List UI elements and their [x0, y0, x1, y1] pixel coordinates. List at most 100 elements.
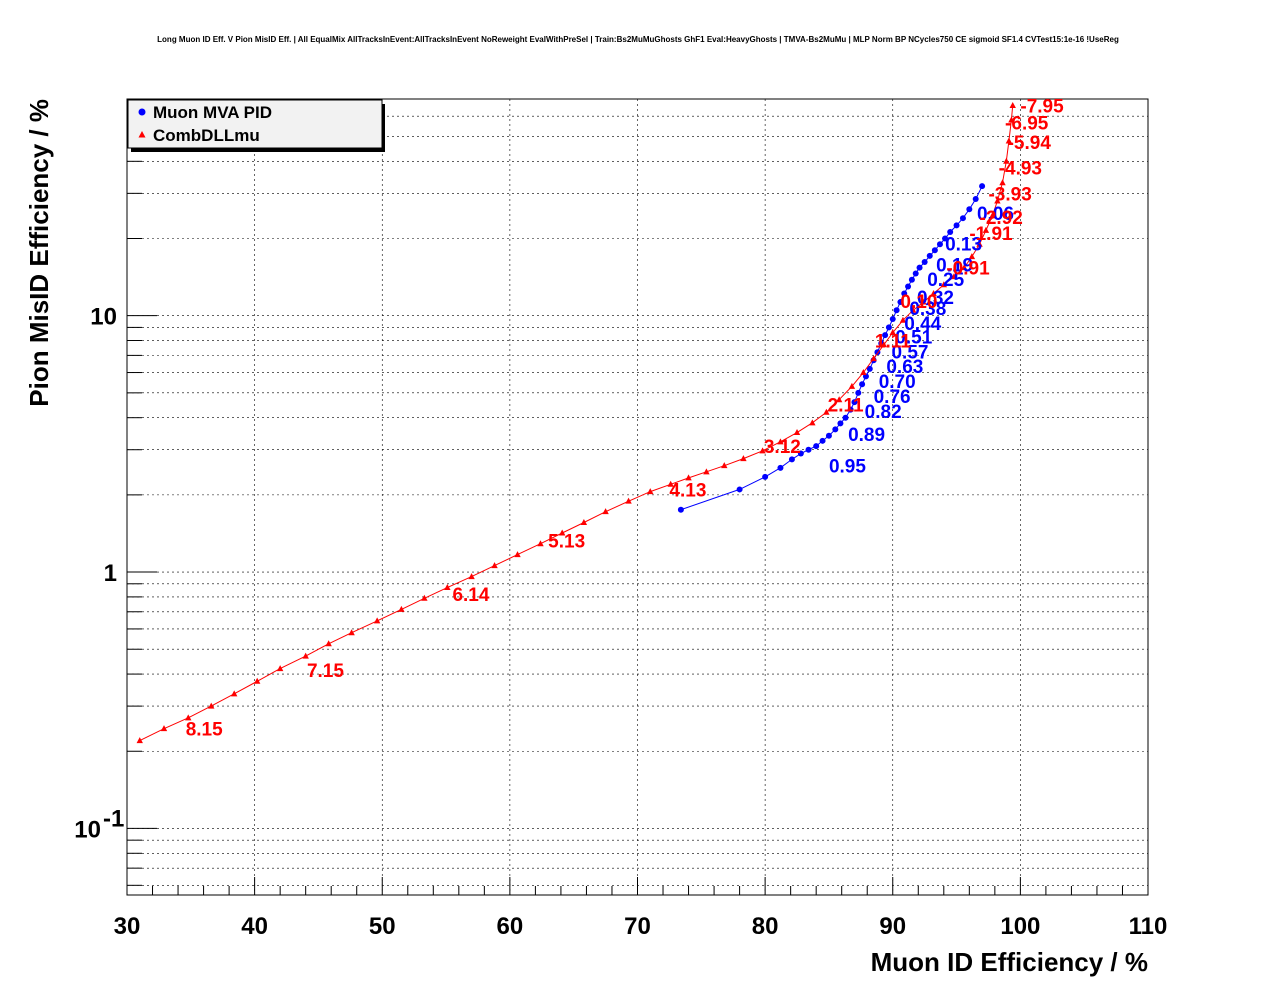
data-point-combdllmu	[348, 629, 355, 636]
data-point-muon-mva	[832, 426, 839, 433]
y-tick-label: 1	[104, 560, 117, 587]
point-label-combdllmu: 2.11	[828, 396, 864, 417]
data-point-muon-mva	[936, 241, 943, 248]
point-label-muon-mva: 0.63	[886, 357, 923, 378]
data-point-combdllmu	[667, 480, 674, 487]
data-point-combdllmu	[994, 197, 1001, 204]
data-point-muon-mva	[908, 276, 915, 283]
data-point-combdllmu	[421, 594, 428, 601]
point-label-combdllmu: -2.92	[980, 208, 1023, 229]
data-point-muon-mva	[825, 432, 832, 439]
point-label-muon-mva: 0.95	[829, 457, 866, 478]
x-tick-label: 70	[624, 913, 651, 940]
data-point-muon-mva	[897, 299, 904, 306]
legend-label-muon-mva: Muon MVA PID	[153, 103, 272, 122]
data-point-combdllmu	[514, 551, 521, 558]
data-point-muon-mva	[959, 215, 966, 222]
legend-label-combdllmu: CombDLLmu	[153, 126, 260, 145]
data-point-muon-mva	[912, 270, 919, 277]
data-point-combdllmu	[982, 226, 990, 233]
data-point-combdllmu	[559, 529, 566, 536]
data-point-muon-mva	[847, 406, 854, 413]
point-label-combdllmu: 4.13	[669, 480, 706, 501]
point-label-combdllmu: -6.95	[1005, 113, 1049, 134]
data-point-muon-mva	[901, 290, 908, 297]
data-point-combdllmu	[444, 584, 451, 591]
point-label-muon-mva: 0.19	[936, 256, 973, 277]
data-point-combdllmu	[1009, 102, 1016, 109]
data-point-combdllmu	[940, 281, 947, 288]
point-label-combdllmu: -0.91	[946, 259, 990, 280]
data-point-combdllmu	[961, 264, 968, 271]
point-label-muon-mva: 0.44	[904, 314, 941, 335]
data-point-combdllmu	[491, 562, 498, 569]
point-label-muon-mva: 0.38	[909, 299, 946, 320]
data-point-combdllmu	[468, 573, 475, 580]
y-axis-title: Pion MisID Efficiency / %	[24, 99, 54, 407]
data-point-muon-mva	[921, 258, 928, 265]
data-point-combdllmu	[625, 497, 632, 504]
legend-marker-combdllmu	[138, 131, 146, 138]
x-tick-label: 40	[241, 913, 268, 940]
data-point-combdllmu	[899, 316, 907, 323]
data-point-muon-mva	[916, 264, 923, 271]
data-point-combdllmu	[136, 737, 143, 744]
point-label-muon-mva: 0.25	[927, 270, 964, 291]
point-label-combdllmu: -1.91	[969, 224, 1013, 245]
data-point-combdllmu	[231, 690, 238, 697]
data-point-muon-mva	[885, 324, 892, 331]
x-tick-label: 90	[879, 913, 906, 940]
data-point-combdllmu	[1005, 137, 1013, 144]
data-point-combdllmu	[253, 677, 261, 684]
data-point-muon-mva	[979, 183, 986, 190]
chart-title: Long Muon ID Eff. V Pion MisID Eff. | Al…	[157, 35, 1119, 44]
data-point-combdllmu	[930, 290, 937, 297]
series-line-combdllmu	[139, 105, 1014, 742]
data-point-muon-mva	[762, 473, 769, 480]
legend-marker-muon-mva	[138, 108, 146, 116]
data-point-muon-mva	[972, 196, 979, 203]
data-point-muon-mva	[893, 307, 900, 314]
data-point-combdllmu	[889, 328, 896, 335]
data-point-combdllmu	[777, 438, 784, 445]
point-label-combdllmu: 3.12	[764, 437, 801, 458]
data-point-combdllmu	[999, 179, 1006, 186]
y-tick-label: 10	[90, 304, 117, 331]
data-point-combdllmu	[160, 725, 168, 732]
point-label-combdllmu: -4.93	[999, 159, 1042, 180]
data-point-muon-mva	[819, 437, 826, 444]
y-tick-exponent: -1	[103, 805, 124, 832]
data-point-combdllmu	[685, 474, 692, 481]
series-layer	[136, 102, 1016, 744]
data-point-combdllmu	[793, 429, 801, 436]
data-point-combdllmu	[703, 468, 710, 475]
data-point-combdllmu	[602, 508, 609, 515]
data-point-combdllmu	[860, 369, 867, 376]
point-label-muon-mva: 0.06	[977, 204, 1014, 225]
data-point-combdllmu	[537, 540, 544, 547]
data-point-combdllmu	[398, 605, 405, 612]
x-tick-label: 30	[114, 913, 141, 940]
data-point-muon-mva	[837, 420, 844, 427]
x-tick-label: 50	[369, 913, 396, 940]
data-point-muon-mva	[777, 464, 784, 471]
data-point-muon-mva	[966, 206, 973, 213]
x-axis-title: Muon ID Efficiency / %	[871, 947, 1148, 977]
data-point-combdllmu	[647, 488, 654, 495]
data-point-combdllmu	[1008, 116, 1015, 123]
data-point-combdllmu	[976, 240, 983, 247]
x-tick-label: 100	[1000, 913, 1040, 940]
data-point-combdllmu	[870, 355, 877, 362]
data-point-combdllmu	[276, 665, 284, 672]
data-point-combdllmu	[373, 617, 381, 624]
data-point-muon-mva	[942, 235, 949, 242]
data-point-combdllmu	[920, 298, 927, 305]
point-label-muon-mva: 0.51	[895, 327, 932, 348]
data-point-muon-mva	[947, 229, 954, 236]
data-point-combdllmu	[208, 702, 215, 709]
data-point-muon-mva	[805, 446, 812, 453]
data-point-muon-mva	[905, 283, 912, 290]
data-point-muon-mva	[788, 456, 795, 463]
point-label-layer: 0.95 0.890.820.760.700.630.570.510.440.38…	[186, 97, 1064, 741]
x-tick-label: 80	[752, 913, 779, 940]
